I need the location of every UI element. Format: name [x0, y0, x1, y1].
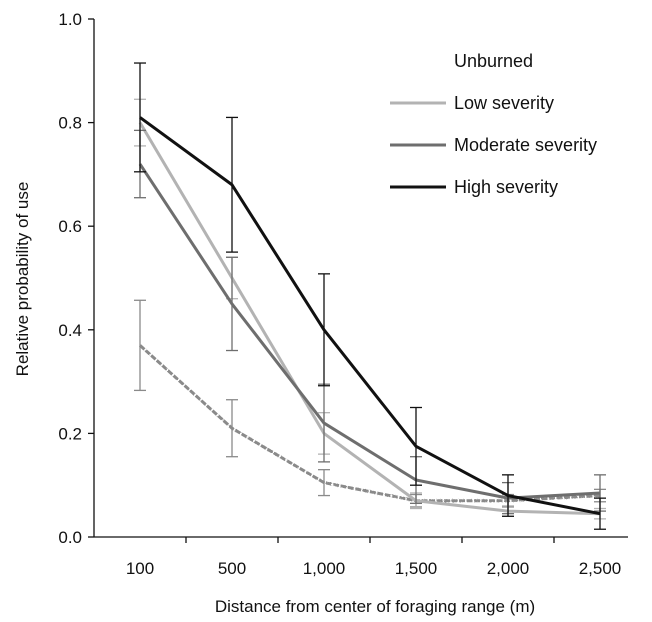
legend-item: High severity: [390, 177, 558, 197]
legend-item: Moderate severity: [390, 135, 597, 155]
y-ticks: 0.0 0.2 0.4 0.6 0.8 1.0: [58, 10, 94, 547]
series-line: [138, 344, 601, 503]
series-line: [139, 116, 601, 516]
y-tick-label: 0.4: [58, 321, 82, 340]
x-ticks: 100 500 1,000 1,500 2,000 2,500: [126, 537, 621, 578]
y-tick-label: 0.0: [58, 528, 82, 547]
x-tick-label: 1,500: [395, 559, 438, 578]
y-tick-label: 0.6: [58, 217, 82, 236]
x-tick-label: 2,500: [579, 559, 622, 578]
series-high-severity: [134, 62, 606, 530]
series-low-severity: [134, 98, 606, 520]
series-line: [138, 163, 601, 500]
x-tick-label: 2,000: [487, 559, 530, 578]
series-unburned: [134, 299, 606, 508]
axes: [93, 19, 628, 538]
series-layer: [134, 62, 606, 530]
series-line: [138, 121, 601, 516]
legend: Unburned Low severity Moderate severity Hig…: [390, 51, 597, 197]
x-tick-label: 1,000: [303, 559, 346, 578]
legend-item: Unburned: [390, 51, 533, 71]
y-tick-label: 0.8: [58, 114, 82, 133]
x-tick-label: 100: [126, 559, 154, 578]
legend-label: High severity: [454, 177, 558, 197]
legend-label: Moderate severity: [454, 135, 597, 155]
x-tick-label: 500: [218, 559, 246, 578]
legend-label: Low severity: [454, 93, 554, 113]
legend-item: Low severity: [390, 93, 554, 113]
legend-label: Unburned: [454, 51, 533, 71]
x-axis-title: Distance from center of foraging range (…: [215, 597, 535, 616]
y-axis-title: Relative probability of use: [13, 182, 32, 377]
y-tick-label: 0.2: [58, 424, 82, 443]
y-tick-label: 1.0: [58, 10, 82, 29]
